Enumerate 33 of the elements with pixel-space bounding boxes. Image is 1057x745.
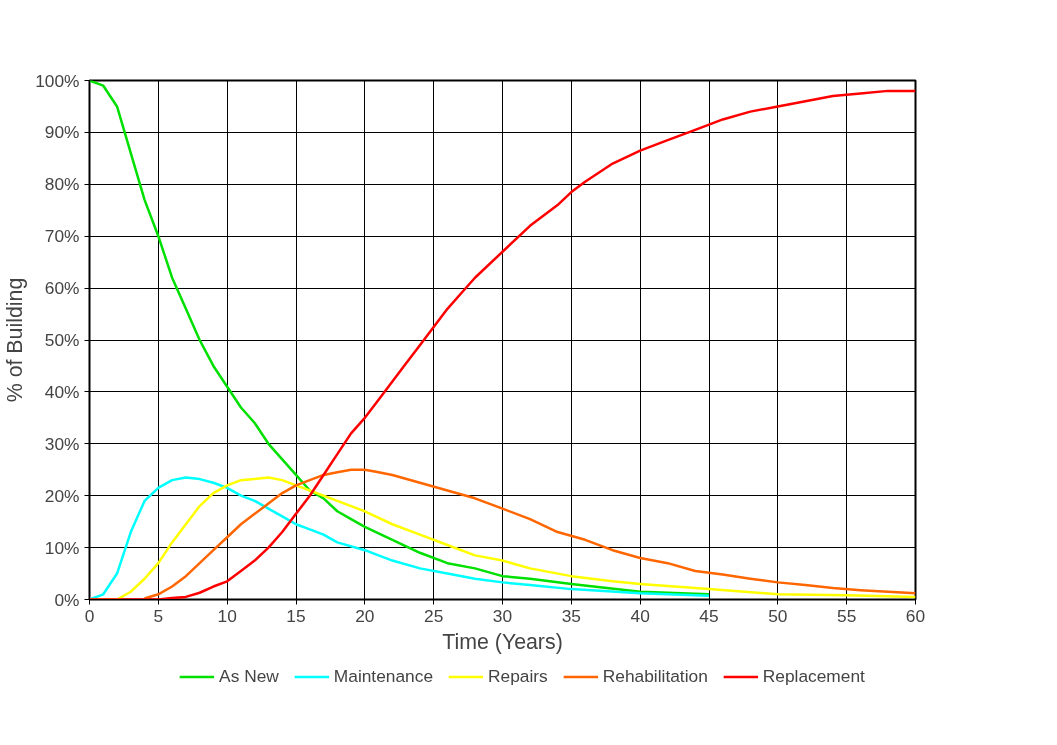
legend-label: As New: [219, 665, 279, 687]
x-tick-label: 15: [286, 605, 306, 626]
line-series: [89, 476, 711, 600]
y-tick-label: 30%: [44, 433, 80, 454]
y-tick-label: 100%: [35, 70, 80, 91]
x-tick-label: 55: [837, 605, 857, 626]
y-tick-label: 70%: [44, 226, 80, 247]
x-tick-label: 50: [768, 605, 788, 626]
x-tick-label: 60: [905, 605, 926, 626]
x-tick-label: 30: [492, 605, 513, 626]
x-tick-label: 20: [355, 605, 375, 626]
x-tick-label: 5: [153, 605, 164, 626]
y-tick-label: 20%: [44, 485, 80, 506]
legend-label: Rehabilitation: [602, 665, 708, 687]
y-axis-title: % of Building: [3, 277, 28, 403]
x-tick-label: 25: [424, 605, 444, 626]
x-tick-label: 0: [84, 605, 95, 626]
y-tick-label: 0%: [54, 589, 80, 610]
y-tick-label: 10%: [44, 537, 80, 558]
legend-label: Maintenance: [333, 665, 434, 687]
legend-label: Repairs: [488, 665, 548, 687]
x-tick-label: 35: [561, 605, 581, 626]
x-tick-label: 45: [699, 605, 719, 626]
y-tick-label: 40%: [44, 381, 80, 402]
legend-label: Replacement: [762, 665, 865, 687]
x-tick-label: 40: [630, 605, 650, 626]
y-tick-label: 80%: [44, 174, 80, 195]
x-axis-title: Time (Years): [442, 629, 563, 654]
y-tick-label: 60%: [44, 278, 80, 299]
y-tick-label: 50%: [44, 330, 80, 350]
line-series: [89, 80, 711, 596]
y-tick-label: 90%: [44, 122, 80, 143]
x-tick-label: 10: [217, 605, 237, 626]
